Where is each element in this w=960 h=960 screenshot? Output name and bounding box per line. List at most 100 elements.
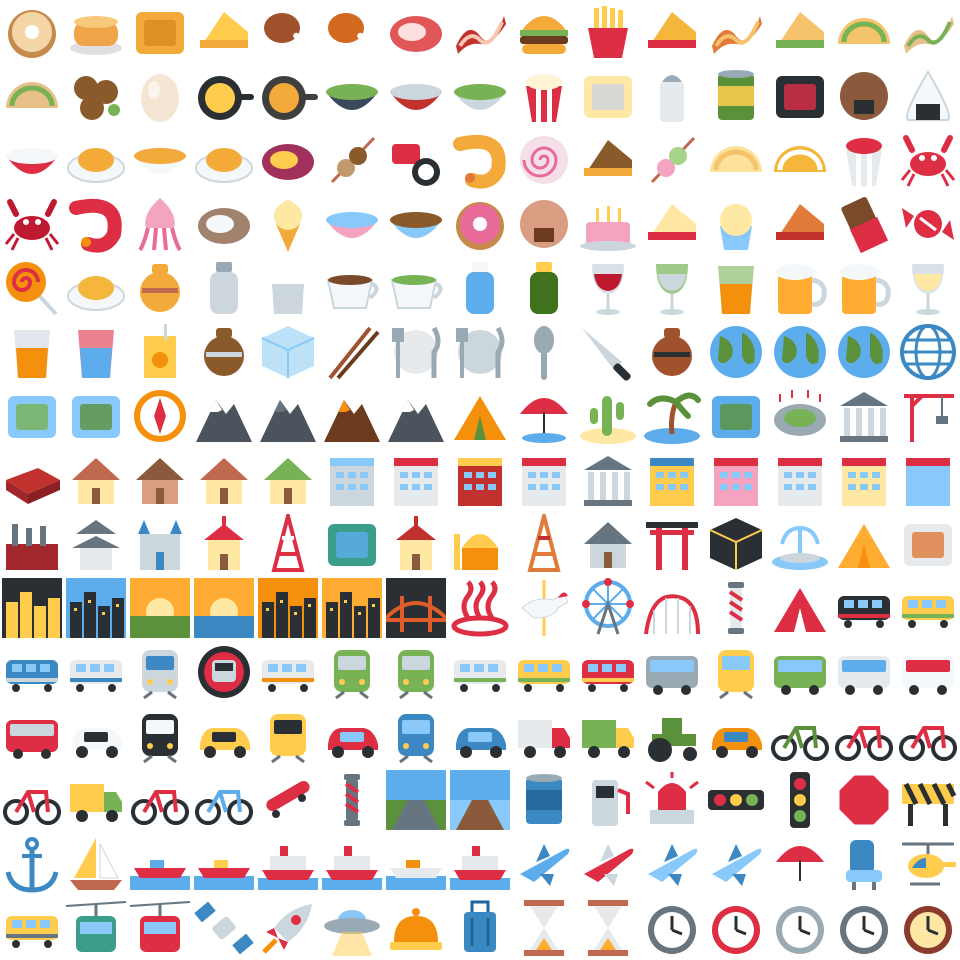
- train-icon: [128, 640, 192, 704]
- bullet-train-icon: [64, 640, 128, 704]
- ferry-icon: [320, 832, 384, 896]
- snow-capped-mountain-icon: [192, 384, 256, 448]
- railway-car-icon: [896, 576, 960, 640]
- oncoming-automobile-icon: [384, 704, 448, 768]
- articulated-lorry-icon: [576, 704, 640, 768]
- squid-icon: [128, 192, 192, 256]
- roller-coaster-icon: [640, 576, 704, 640]
- hourglass-done-icon: [512, 896, 576, 960]
- kitchen-knife-icon: [576, 320, 640, 384]
- spoon-icon: [512, 320, 576, 384]
- steaming-bowl-icon: [128, 128, 192, 192]
- shallow-pan-of-food-icon: [256, 64, 320, 128]
- waffle-icon: [128, 0, 192, 64]
- tumbler-glass-icon: [0, 320, 64, 384]
- fried-shrimp-icon: [448, 128, 512, 192]
- barber-pole-icon: [704, 576, 768, 640]
- pancakes-icon: [64, 0, 128, 64]
- dango-icon: [640, 128, 704, 192]
- fork-knife-plate-icon: [384, 320, 448, 384]
- airplane-icon: [512, 832, 576, 896]
- mountain-cableway-icon: [64, 896, 128, 960]
- amphora-icon: [640, 320, 704, 384]
- curry-rice-icon: [64, 128, 128, 192]
- camping-icon: [448, 384, 512, 448]
- oncoming-taxi-icon: [256, 704, 320, 768]
- shinto-shrine-icon: [640, 512, 704, 576]
- bento-box-icon: [768, 64, 832, 128]
- oncoming-police-car-icon: [128, 704, 192, 768]
- baby-bottle-icon: [192, 256, 256, 320]
- oyster-icon: [192, 192, 256, 256]
- fountain-icon: [768, 512, 832, 576]
- mate-icon: [192, 320, 256, 384]
- bicycle-icon: [128, 768, 192, 832]
- airplane-departure-icon: [640, 832, 704, 896]
- salt-icon: [640, 64, 704, 128]
- timer-clock-icon: [832, 896, 896, 960]
- circus-tent-icon: [768, 576, 832, 640]
- oncoming-bus-icon: [704, 640, 768, 704]
- ship-icon: [448, 832, 512, 896]
- hot-springs-icon: [448, 576, 512, 640]
- speedboat-icon: [192, 832, 256, 896]
- motorcycle-icon: [768, 704, 832, 768]
- burrito-icon: [896, 0, 960, 64]
- police-car-icon: [64, 704, 128, 768]
- map-of-japan-icon: [64, 384, 128, 448]
- moon-cake-icon: [576, 128, 640, 192]
- convenience-store-icon: [768, 448, 832, 512]
- roasted-sweet-potato-icon: [256, 128, 320, 192]
- cut-of-meat-icon: [384, 0, 448, 64]
- shortcake-icon: [640, 192, 704, 256]
- derelict-house-icon: [128, 448, 192, 512]
- hospital-icon: [512, 448, 576, 512]
- vertical-traffic-light-icon: [768, 768, 832, 832]
- automobile-icon: [320, 704, 384, 768]
- racing-car-icon: [704, 704, 768, 768]
- bagel-icon: [0, 0, 64, 64]
- bellhop-bell-icon: [384, 896, 448, 960]
- foggy-icon: [896, 512, 960, 576]
- tokyo-tower-icon: [256, 512, 320, 576]
- globe-asia-australia-icon: [832, 320, 896, 384]
- fortune-cookie-icon: [768, 128, 832, 192]
- aerial-tramway-icon: [128, 896, 192, 960]
- bottle-with-popping-cork-icon: [512, 256, 576, 320]
- small-airplane-icon: [576, 832, 640, 896]
- custard-icon: [64, 256, 128, 320]
- wine-glass-icon: [576, 256, 640, 320]
- night-with-stars-icon: [0, 576, 64, 640]
- ice-cream-icon: [384, 192, 448, 256]
- locomotive-icon: [832, 576, 896, 640]
- honey-pot-icon: [128, 256, 192, 320]
- helicopter-icon: [896, 832, 960, 896]
- sunrise-icon: [192, 576, 256, 640]
- stadium-icon: [768, 384, 832, 448]
- high-speed-train-icon: [0, 640, 64, 704]
- statue-of-liberty-icon: [320, 512, 384, 576]
- canoe-icon: [128, 832, 192, 896]
- sport-utility-vehicle-icon: [448, 704, 512, 768]
- tram-icon: [384, 640, 448, 704]
- sushi-icon: [384, 128, 448, 192]
- french-fries-icon: [576, 0, 640, 64]
- world-map-icon: [0, 384, 64, 448]
- office-building-icon: [320, 448, 384, 512]
- delivery-truck-icon: [512, 704, 576, 768]
- hamburger-icon: [512, 0, 576, 64]
- building-construction-icon: [896, 384, 960, 448]
- falafel-icon: [64, 64, 128, 128]
- bank-icon: [576, 448, 640, 512]
- bridge-at-night-icon: [384, 576, 448, 640]
- egg-icon: [128, 64, 192, 128]
- hindu-temple-icon: [512, 512, 576, 576]
- parachute-icon: [768, 832, 832, 896]
- station-icon: [320, 640, 384, 704]
- factory-icon: [0, 512, 64, 576]
- hotel-icon: [640, 448, 704, 512]
- stopwatch-icon: [768, 896, 832, 960]
- light-rail-icon: [256, 640, 320, 704]
- pizza-icon: [640, 0, 704, 64]
